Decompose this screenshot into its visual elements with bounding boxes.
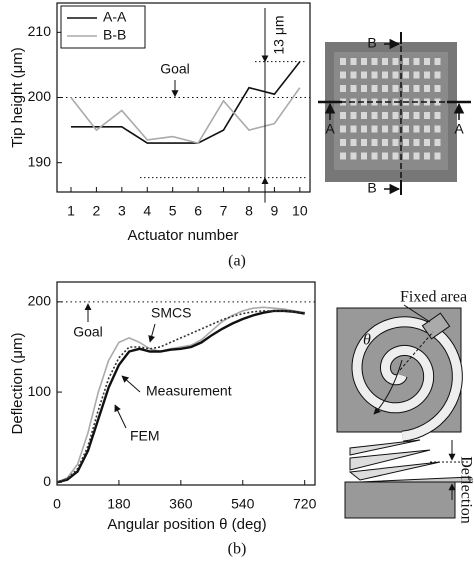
chip-label: B [367, 180, 376, 196]
series-line [56, 309, 305, 484]
series-label: SMCS [151, 305, 191, 321]
annotation-arrow [121, 375, 141, 393]
panel-label: (b) [228, 541, 247, 558]
y-tick-label: 190 [28, 153, 52, 169]
x-tick-label: 5 [169, 203, 177, 219]
legend-label: A-A [103, 9, 127, 25]
series-line [70, 87, 301, 145]
spiral-diagram: Fixed area θ [336, 289, 467, 442]
x-tick-label: 1 [67, 203, 75, 219]
legend-label: B-B [103, 27, 126, 43]
series-label: Measurement [146, 383, 232, 399]
y-axis-label: Deflection (μm) [9, 332, 26, 434]
series-label: FEM [130, 428, 160, 444]
annotation: Goal [73, 324, 103, 340]
y-tick-label: 200 [28, 88, 52, 104]
x-tick-label: 6 [194, 203, 202, 219]
panel-label: (a) [228, 253, 246, 270]
annotation: Goal [160, 61, 190, 77]
x-axis-label: Actuator number [128, 227, 239, 244]
series-line [56, 310, 305, 484]
x-tick-label: 180 [107, 496, 131, 512]
x-tick-label: 7 [220, 203, 228, 219]
side-diagram: Deflection [344, 439, 474, 524]
x-tick-label: 4 [143, 203, 151, 219]
y-tick-label: 200 [28, 293, 52, 309]
y-tick-label: 210 [28, 23, 52, 39]
chip-label: B [367, 35, 376, 51]
x-tick-label: 540 [231, 496, 255, 512]
y-tick-label: 0 [43, 473, 51, 489]
annotation: 13 μm [271, 15, 287, 54]
x-tick-label: 10 [292, 203, 308, 219]
side-label: Deflection [457, 456, 474, 524]
annotation-arrow [148, 323, 156, 343]
y-tick-label: 100 [28, 383, 52, 399]
chip-label: A [454, 121, 464, 137]
spiral-label: θ [363, 332, 371, 349]
x-axis-label: Angular position θ (deg) [107, 516, 266, 533]
chip-label: A [325, 121, 335, 137]
x-tick-label: 9 [271, 203, 279, 219]
legend-box [60, 5, 146, 49]
annotation-arrow [114, 404, 127, 429]
plot-frame [56, 281, 316, 486]
series-line [56, 306, 305, 484]
x-tick-label: 2 [93, 203, 101, 219]
x-tick-label: 8 [245, 203, 253, 219]
spiral-label: Fixed area [400, 289, 467, 306]
x-tick-label: 360 [169, 496, 193, 512]
x-tick-label: 720 [293, 496, 317, 512]
y-axis-label: Tip height (μm) [9, 47, 26, 148]
x-tick-label: 3 [118, 203, 126, 219]
x-tick-label: 0 [53, 496, 61, 512]
chip-diagram: B B A A [318, 32, 471, 196]
series-line [71, 61, 301, 144]
